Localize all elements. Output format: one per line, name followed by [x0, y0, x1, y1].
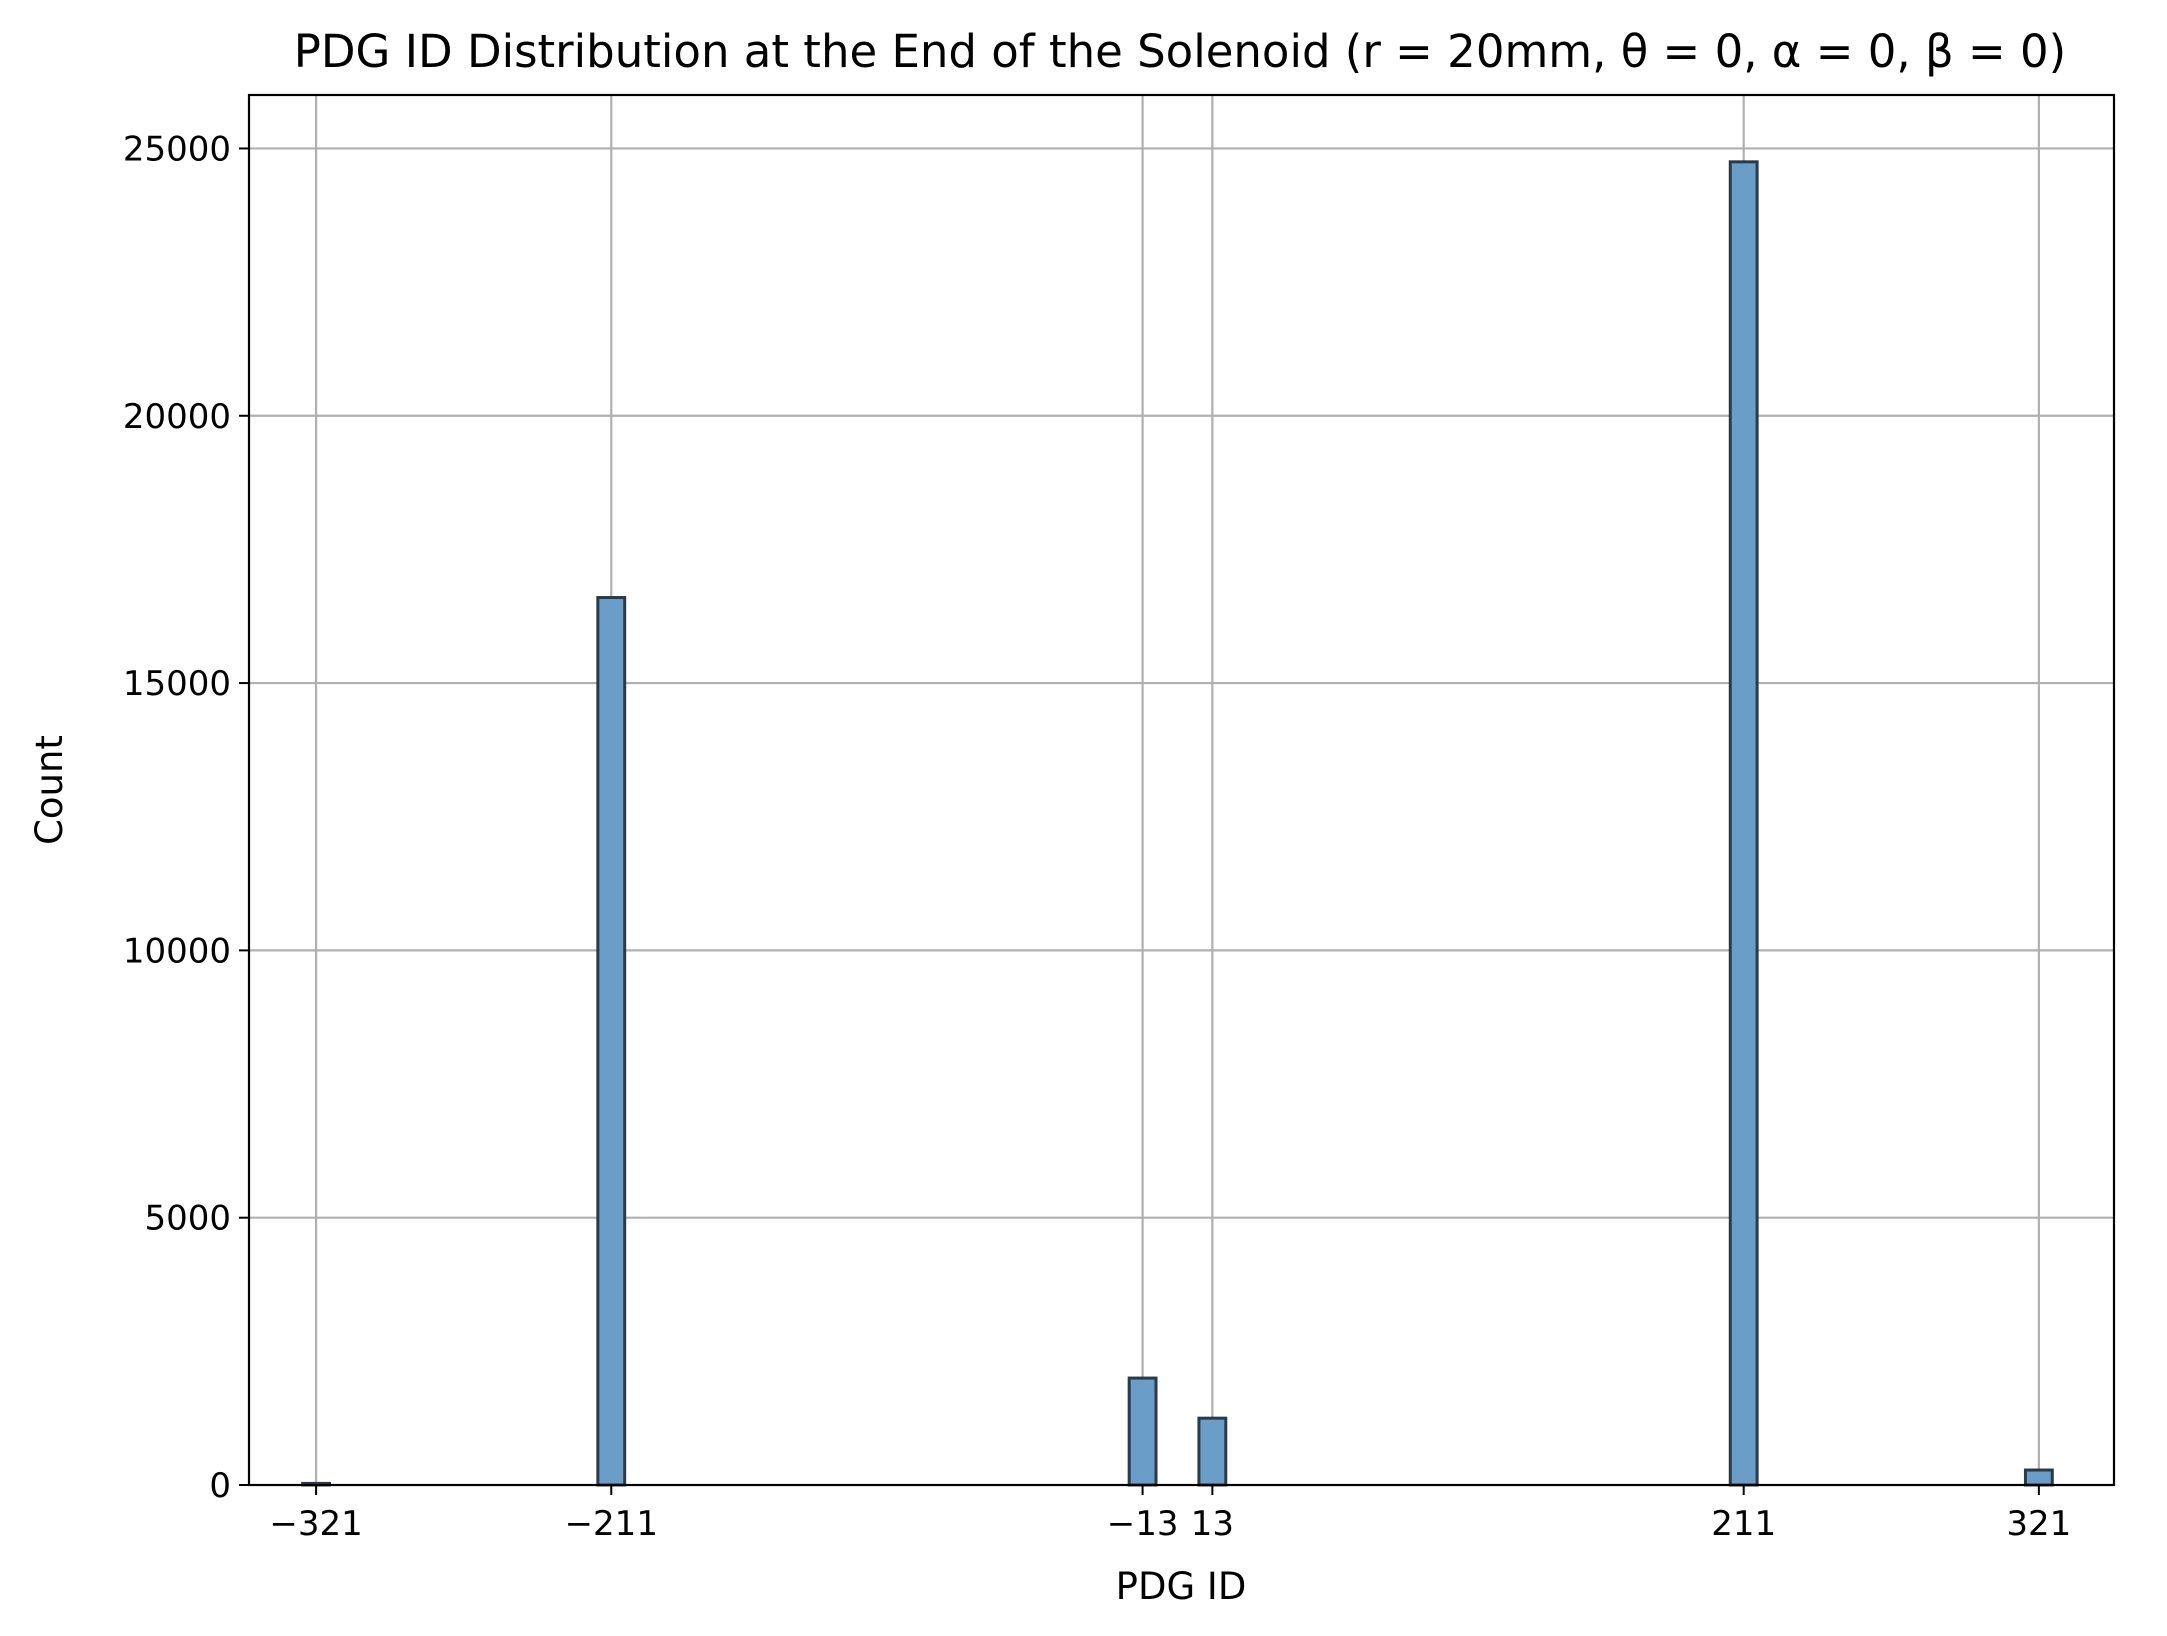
y-tick-label: 0 — [209, 1466, 231, 1506]
x-axis-label: PDG ID — [1116, 1565, 1247, 1608]
grid — [249, 95, 2114, 1485]
y-axis-ticks: 0 5000 10000 15000 20000 25000 — [123, 129, 249, 1506]
y-tick-label: 25000 — [123, 129, 231, 169]
y-axis-label: Count — [28, 735, 71, 845]
y-tick-label: 5000 — [144, 1199, 231, 1239]
x-tick-label: 13 — [1191, 1504, 1234, 1544]
bars — [301, 160, 2054, 1487]
bar-211 — [1728, 160, 1759, 1487]
x-tick-label: −211 — [565, 1504, 658, 1544]
x-tick-label: 321 — [2006, 1504, 2071, 1544]
bar--13 — [1127, 1376, 1158, 1487]
x-tick-label: 211 — [1711, 1504, 1776, 1544]
chart-title: PDG ID Distribution at the End of the So… — [294, 25, 2067, 78]
y-tick-label: 15000 — [123, 664, 231, 704]
plot-frame — [247, 93, 2116, 1487]
bar-321 — [2023, 1468, 2054, 1487]
x-axis-ticks: −321 −211 −13 13 211 321 — [269, 1485, 2071, 1544]
y-tick-label: 10000 — [123, 931, 231, 971]
y-tick-label: 20000 — [123, 397, 231, 437]
x-tick-label: −321 — [269, 1504, 362, 1544]
bar-13 — [1197, 1416, 1228, 1487]
x-tick-label: −13 — [1107, 1504, 1179, 1544]
bar--211 — [596, 596, 627, 1487]
